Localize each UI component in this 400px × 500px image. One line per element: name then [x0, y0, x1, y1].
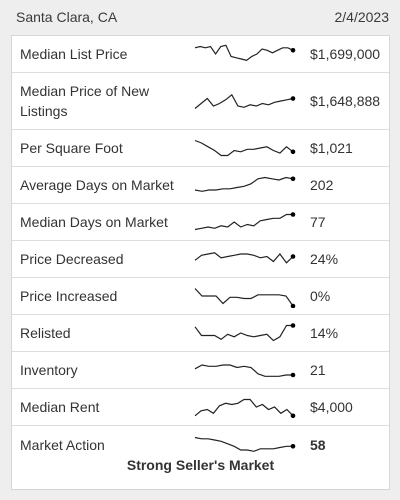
stat-value: $4,000 — [310, 399, 353, 415]
stat-row-market-action: Market Action 58 — [12, 426, 389, 463]
sparkline-path — [194, 288, 294, 307]
stat-label: Price Increased — [20, 288, 118, 304]
stat-value: $1,699,000 — [310, 46, 381, 62]
stat-value: 202 — [310, 177, 334, 193]
sparkline-endpoint — [290, 212, 296, 217]
sparkline-median-list-price — [194, 44, 296, 61]
stat-row-median-price-new-listings: Median Price of New Listings $1,648,888 — [12, 73, 389, 130]
sparkline-path — [194, 398, 294, 417]
stat-value: 24% — [310, 251, 339, 267]
stat-label: Median List Price — [20, 46, 128, 62]
stat-label: Median Rent — [20, 399, 100, 415]
sparkline-endpoint — [290, 372, 296, 378]
market-stats-card: Median List Price $1,699,000 Median Pric… — [11, 35, 390, 490]
stat-row-median-rent: Median Rent $4,000 — [12, 389, 389, 426]
stat-row-relisted: Relisted 14% — [12, 315, 389, 352]
date-label: 2/4/2023 — [334, 9, 390, 25]
stat-value: $1,021 — [310, 140, 353, 156]
sparkline-endpoint — [290, 96, 296, 101]
sparkline-endpoint — [290, 443, 296, 449]
sparkline-average-days-on-market — [194, 176, 296, 192]
sparkline-market-action — [194, 436, 296, 452]
stat-label: Inventory — [20, 362, 78, 378]
sparkline-path — [194, 44, 294, 61]
sparkline-path — [194, 176, 294, 192]
stat-value: 14% — [310, 325, 339, 341]
stat-row-average-days-on-market: Average Days on Market 202 — [12, 167, 389, 204]
market-action-score: 58 — [310, 436, 326, 453]
sparkline-median-days-on-market — [194, 212, 296, 231]
sparkline-price-decreased — [194, 252, 296, 264]
sparkline-per-square-foot — [194, 139, 296, 157]
sparkline-endpoint — [290, 323, 296, 328]
header-bar: Santa Clara, CA 2/4/2023 — [0, 0, 400, 34]
sparkline-endpoint — [290, 149, 296, 155]
stat-label: Market Action — [20, 436, 105, 453]
stat-row-inventory: Inventory 21 — [12, 352, 389, 389]
stat-row-median-days-on-market: Median Days on Market 77 — [12, 204, 389, 241]
stat-label: Average Days on Market — [20, 177, 174, 193]
stat-row-median-list-price: Median List Price $1,699,000 — [12, 36, 389, 73]
sparkline-price-increased — [194, 288, 296, 308]
sparkline-path — [194, 364, 293, 377]
location-label: Santa Clara, CA — [16, 9, 118, 25]
stat-row-price-increased: Price Increased 0% — [12, 278, 389, 315]
stat-value: 77 — [310, 214, 326, 230]
sparkline-inventory — [194, 364, 296, 378]
stat-row-price-decreased: Price Decreased 24% — [12, 241, 389, 278]
stat-label: Price Decreased — [20, 251, 124, 267]
sparkline-path — [194, 93, 294, 109]
sparkline-endpoint — [290, 303, 296, 308]
stat-value: 0% — [310, 288, 331, 304]
sparkline-endpoint — [290, 48, 296, 53]
sparkline-path — [194, 436, 293, 452]
stat-label: Relisted — [20, 325, 71, 341]
sparkline-path — [194, 324, 293, 342]
stat-row-per-square-foot: Per Square Foot $1,021 — [12, 130, 389, 167]
sparkline-path — [194, 139, 294, 157]
stat-value: 21 — [310, 362, 326, 378]
stat-label: Per Square Foot — [20, 140, 123, 156]
sparkline-path — [194, 213, 293, 231]
stat-label: Median Days on Market — [20, 214, 168, 230]
sparkline-endpoint — [290, 413, 296, 419]
stat-label: Median Price of New Listings — [20, 83, 150, 119]
sparkline-endpoint — [290, 176, 296, 182]
sparkline-relisted — [194, 323, 296, 342]
sparkline-path — [194, 252, 294, 264]
market-status-label: Strong Seller's Market — [126, 457, 275, 473]
sparkline-endpoint — [290, 254, 296, 259]
sparkline-median-rent — [194, 398, 296, 419]
stat-value: $1,648,888 — [310, 93, 381, 109]
sparkline-median-price-new-listings — [194, 93, 296, 109]
